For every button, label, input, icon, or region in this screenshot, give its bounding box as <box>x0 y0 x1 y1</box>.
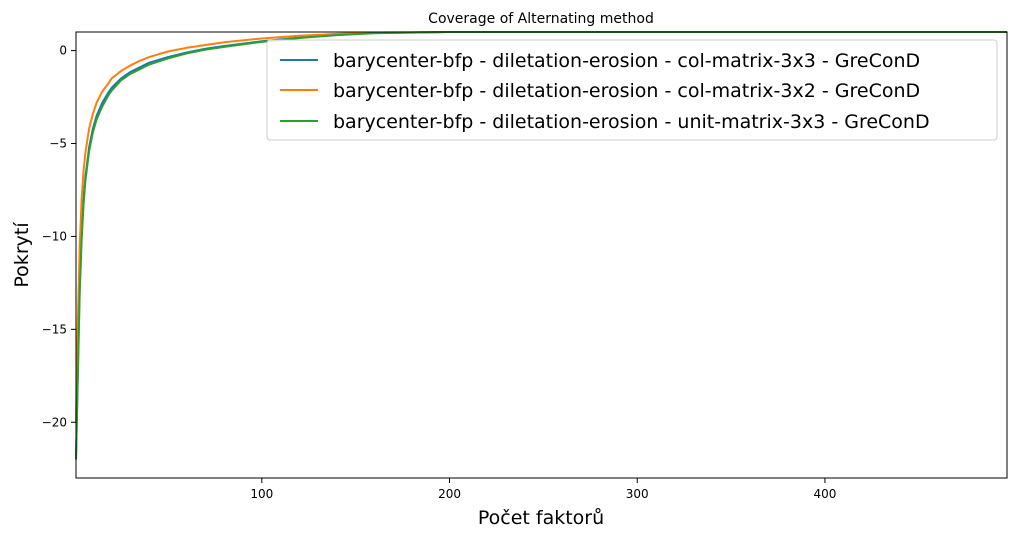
y-axis-label: Pokrytí <box>11 222 33 288</box>
y-tick-label: 0 <box>59 44 67 58</box>
y-tick-label: −20 <box>42 415 67 429</box>
x-tick-label: 200 <box>438 487 461 501</box>
chart-title: Coverage of Alternating method <box>428 11 654 27</box>
x-axis-label: Počet faktorů <box>478 507 604 529</box>
x-tick-label: 100 <box>250 487 273 501</box>
legend: barycenter-bfp - diletation-erosion - co… <box>266 39 998 141</box>
y-axis-ticks: 0 −5 −10 −15 −20 <box>42 44 76 429</box>
legend-label-series-2: barycenter-bfp - diletation-erosion - co… <box>333 80 920 102</box>
x-tick-label: 400 <box>813 487 836 501</box>
legend-label-series-1: barycenter-bfp - diletation-erosion - co… <box>333 50 920 72</box>
x-axis-ticks: 100 200 300 400 <box>250 478 836 501</box>
y-tick-label: −15 <box>42 322 67 336</box>
plot-frame <box>75 31 1008 479</box>
x-tick-label: 300 <box>626 487 649 501</box>
legend-label-series-3: barycenter-bfp - diletation-erosion - un… <box>333 111 930 133</box>
y-tick-label: −10 <box>42 229 67 243</box>
y-tick-label: −5 <box>49 137 67 151</box>
legend-box <box>266 39 998 141</box>
